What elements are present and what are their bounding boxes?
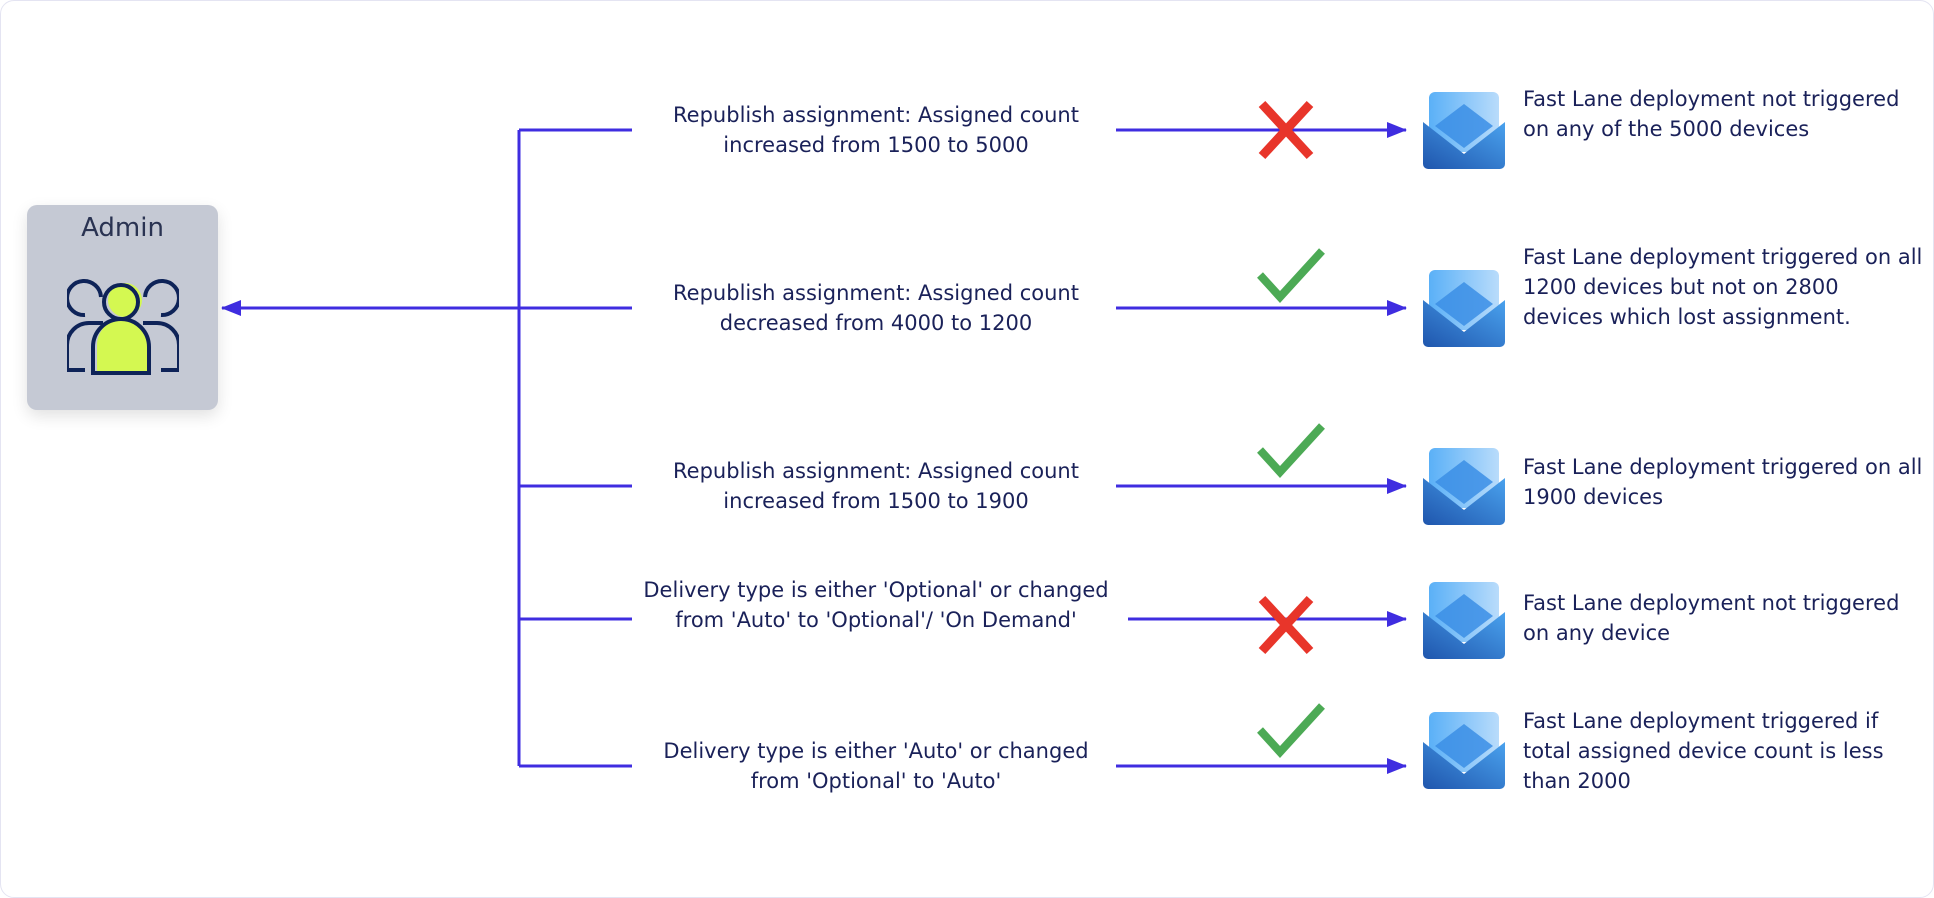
cross-icon — [1256, 595, 1316, 655]
users-group-icon — [67, 279, 179, 375]
condition-label: Delivery type is either 'Optional' or ch… — [643, 578, 1109, 632]
admin-title: Admin — [81, 213, 164, 243]
result-text: Fast Lane deployment triggered if total … — [1523, 709, 1884, 793]
result-text: Fast Lane deployment triggered on all 19… — [1523, 455, 1923, 509]
result-text: Fast Lane deployment triggered on all 12… — [1523, 245, 1923, 329]
cross-icon — [1256, 100, 1316, 160]
envelope-icon — [1421, 712, 1507, 790]
check-icon — [1256, 700, 1325, 760]
envelope-icon — [1421, 92, 1507, 170]
result-text: Fast Lane deployment not triggered on an… — [1523, 591, 1900, 645]
result-text: Fast Lane deployment not triggered on an… — [1523, 87, 1900, 141]
condition-label: Republish assignment: Assigned count inc… — [673, 103, 1079, 157]
envelope-icon — [1421, 582, 1507, 660]
check-icon — [1256, 420, 1325, 480]
condition-label: Delivery type is either 'Auto' or change… — [663, 739, 1089, 793]
envelope-icon — [1421, 448, 1507, 526]
envelope-icon — [1421, 270, 1507, 348]
condition-label: Republish assignment: Assigned count dec… — [673, 281, 1079, 335]
condition-label: Republish assignment: Assigned count inc… — [673, 459, 1079, 513]
check-icon — [1256, 245, 1325, 305]
admin-node: Admin — [27, 205, 218, 410]
